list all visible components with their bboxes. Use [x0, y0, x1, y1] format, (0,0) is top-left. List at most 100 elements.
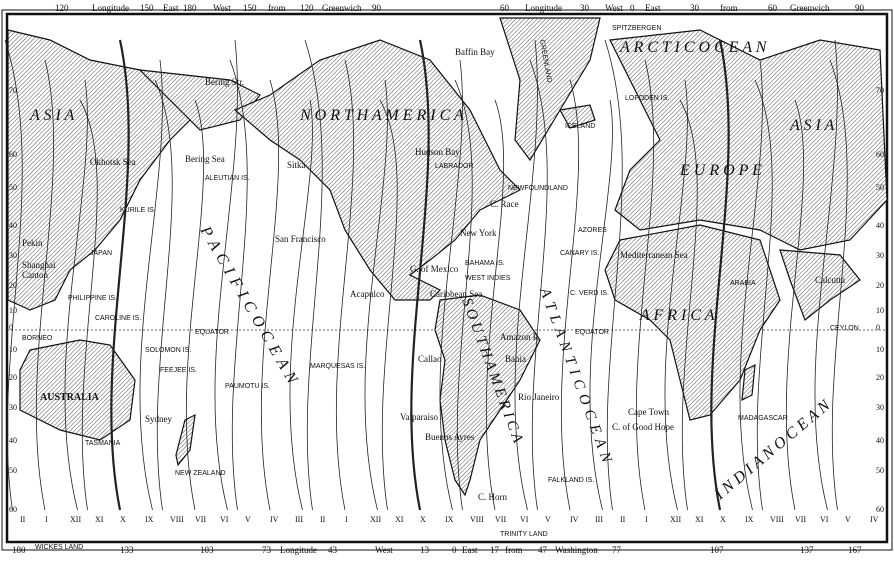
place-label: Canton: [22, 270, 48, 280]
hour-label: VI: [520, 515, 529, 524]
hour-label: IX: [745, 515, 754, 524]
place-label: TRINITY LAND: [500, 531, 548, 538]
place-label: Baffin Bay: [455, 47, 495, 57]
hour-label: V: [545, 515, 551, 524]
place-label: Valparaiso: [400, 412, 438, 422]
place-label: BAHAMA IS.: [465, 260, 505, 267]
hour-labels: II I XII XI X IX VIII VII VI V IV III II I XII XI X IX VII…: [20, 515, 879, 524]
hour-label: XI: [395, 515, 404, 524]
iceland-landmass: [559, 104, 596, 129]
cotidal-line: [154, 79, 173, 511]
hour-label: X: [420, 515, 426, 524]
place-label: BORNEO: [22, 335, 53, 342]
cotidal-line: [139, 59, 163, 511]
europe-landmass: [609, 29, 888, 251]
place-label: CEYLON: [830, 325, 859, 332]
top-scale-label: 0: [630, 3, 635, 13]
top-scale-label: Longitude: [92, 3, 129, 13]
cotidal-line: [635, 59, 655, 511]
left-latitude-scale: 70 60 50 40 30 20 10 0 10 20 30 40 50 60: [9, 86, 17, 514]
top-scale-label: 150: [243, 3, 257, 13]
top-scale-label: 180: [183, 3, 197, 13]
top-scale-label: Longitude: [525, 3, 562, 13]
latitude-label: 30: [9, 251, 17, 260]
bottom-scale-label: 180: [12, 545, 26, 555]
latitude-label: 20: [876, 373, 884, 382]
cotidal-line: [529, 59, 548, 511]
cotidal-line: [229, 59, 248, 511]
place-label: San Francisco: [275, 234, 326, 244]
place-label: Calcutta: [815, 275, 845, 285]
hour-label: XII: [70, 515, 81, 524]
place-label: MADAGASCAR: [738, 415, 788, 422]
top-scale-label: 120: [300, 3, 314, 13]
cotidal-line: [410, 39, 430, 511]
asia-west-landmass: [7, 29, 201, 311]
top-scale-label: East: [163, 3, 179, 13]
top-scale-label: Greenwich: [790, 3, 830, 13]
cotidal-line: [214, 39, 238, 511]
bottom-scale-label: 17: [490, 545, 500, 555]
cotidal-line: [304, 39, 323, 511]
bottom-scale-label: Washington: [555, 545, 598, 555]
bottom-scale-label: 107: [710, 545, 724, 555]
bottom-longitude-scale: 180 133 103 73 Longitude 43 West 13 0 East 17 from 4…: [12, 545, 862, 555]
place-label: NEWFOUNDLAND: [508, 185, 568, 192]
new-zealand-landmass: [175, 413, 196, 467]
cotidal-line: [486, 99, 504, 511]
cotidal-line: [604, 39, 623, 511]
hour-label: V: [245, 515, 251, 524]
place-label: Pekin: [22, 238, 43, 248]
hour-label: VI: [220, 515, 229, 524]
top-scale-label: 60: [768, 3, 778, 13]
place-label: PHILIPPINE IS.: [68, 295, 117, 302]
top-longitude-scale: 120 Longitude 150 East 180 West 150 from 120 Gree…: [55, 3, 865, 13]
place-label: C. Horn: [478, 492, 507, 502]
place-label: C. Race: [490, 199, 519, 209]
place-label: FEEJEE IS.: [160, 367, 197, 374]
cotidal-line: [664, 79, 688, 511]
place-label: MARQUESAS IS.: [310, 363, 365, 370]
hour-label: IV: [570, 515, 579, 524]
land-masses: [7, 17, 888, 497]
latitude-label: 0: [876, 323, 880, 332]
cotidal-line: [560, 79, 580, 511]
latitude-label: 10: [9, 345, 17, 354]
cotidal-line: [589, 99, 613, 511]
hour-label: II: [620, 515, 626, 524]
hour-label: III: [295, 515, 303, 524]
cotidal-line: [814, 39, 838, 511]
cotidal-line: [829, 59, 848, 511]
latitude-label: 50: [876, 466, 884, 475]
place-label: WICKES LAND: [35, 544, 83, 551]
australia-landmass: [19, 339, 136, 441]
place-label: Amazon R.: [500, 332, 541, 342]
hour-label: IV: [270, 515, 279, 524]
top-scale-label: Greenwich: [322, 3, 362, 13]
hour-label: XI: [95, 515, 104, 524]
cotidal-line: [110, 39, 130, 511]
latitude-label: 30: [876, 251, 884, 260]
place-label: AZORES: [578, 227, 607, 234]
africa-landmass: [604, 224, 781, 421]
bottom-scale-label: 133: [120, 545, 134, 555]
cotidal-line: [739, 59, 763, 511]
place-label: Okhotsk Sea: [90, 157, 136, 167]
latitude-label: 40: [9, 436, 17, 445]
latitude-label: 30: [9, 403, 17, 412]
cotidal-line: [439, 59, 463, 511]
latitude-label: 10: [9, 306, 17, 315]
kamchatka-landmass: [138, 69, 261, 131]
bottom-scale-label: 47: [538, 545, 548, 555]
top-scale-label: 60: [500, 3, 510, 13]
latitude-label: 0: [9, 323, 13, 332]
top-scale-label: from: [268, 3, 286, 13]
greenland-landmass: [499, 17, 601, 162]
hour-label: VI: [820, 515, 829, 524]
continent-asia-left: A S I A: [29, 107, 75, 124]
hour-label: VII: [795, 515, 806, 524]
cotidal-line: [679, 99, 698, 511]
top-scale-label: 150: [140, 3, 154, 13]
continent-africa: A F R I C A: [639, 307, 715, 324]
hour-label: II: [20, 515, 26, 524]
